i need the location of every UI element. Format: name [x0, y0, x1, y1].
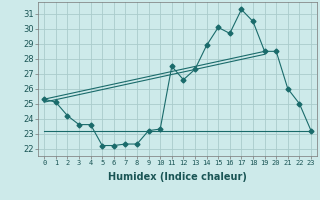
X-axis label: Humidex (Indice chaleur): Humidex (Indice chaleur) [108, 172, 247, 182]
